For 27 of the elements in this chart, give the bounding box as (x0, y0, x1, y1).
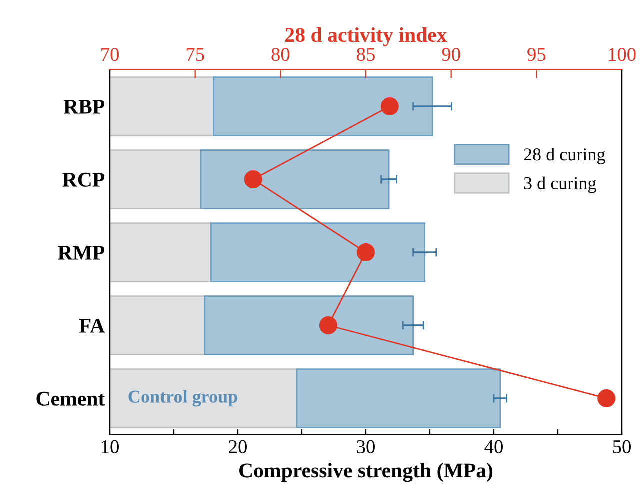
point (319, 316, 338, 335)
y-tick-label: RBP (64, 100, 105, 114)
y-tick-label: FA (79, 318, 105, 333)
x-axis-title: Compressive strength (MPa) (240, 463, 493, 482)
point (598, 389, 616, 408)
point (356, 243, 376, 262)
x2-tick-label: 75 (186, 48, 204, 62)
legend-label: 28 d curing (524, 148, 606, 164)
y-tick-label: RCP (62, 172, 105, 187)
legend-label: 3 d curing (524, 176, 596, 194)
x2-tick-label: 80 (272, 48, 290, 62)
x-tick-label: 30 (357, 440, 375, 454)
annotation: Control group (128, 390, 238, 407)
y-tick-label: Cement (36, 392, 106, 406)
x2-tick-label: 70 (102, 48, 119, 62)
x2-tick-label: 85 (357, 48, 375, 62)
x-tick-label: 20 (229, 440, 247, 454)
point (244, 170, 262, 189)
x2-tick-label: 95 (528, 48, 546, 62)
y-tick-label: RMP (58, 246, 105, 260)
point (380, 97, 399, 116)
x2-tick-label: 90 (442, 48, 460, 62)
x2-axis-title: 28 d activity index (286, 27, 448, 46)
x-tick-label: 40 (484, 440, 503, 454)
x-tick-label: 50 (613, 440, 631, 454)
x2-tick-label: 100 (609, 48, 636, 62)
x-tick-label: 10 (102, 440, 119, 454)
